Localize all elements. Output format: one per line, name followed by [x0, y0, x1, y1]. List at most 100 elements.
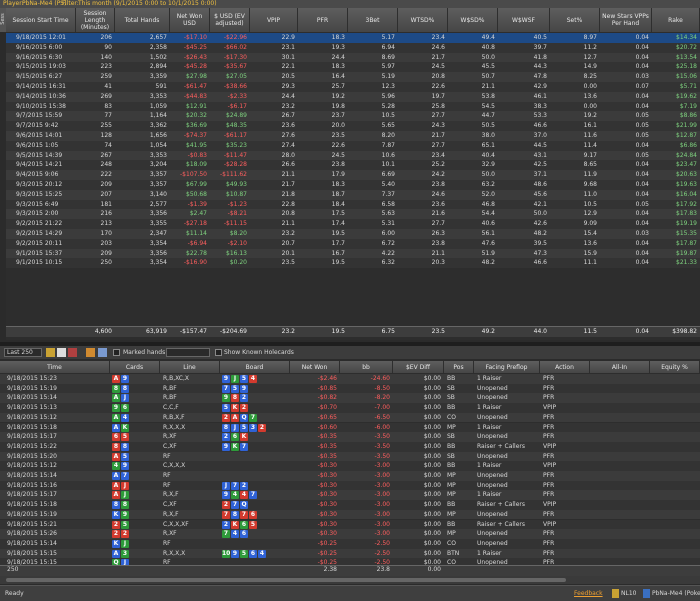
session-row[interactable] [6, 91, 700, 102]
hand-number: $0.00 [423, 472, 441, 479]
scrollbar[interactable] [0, 576, 700, 584]
session-cell: 17.4 [331, 220, 345, 228]
hand-text: VPIP [543, 404, 557, 412]
hand-row[interactable] [0, 393, 700, 404]
marked-dropdown[interactable] [166, 348, 210, 357]
column-header[interactable]: Cards [110, 361, 160, 373]
column-header[interactable]: WTSD% [398, 8, 448, 32]
filter-button[interactable] [68, 348, 77, 357]
column-header[interactable]: W$WSF [498, 8, 550, 32]
column-header[interactable]: Session Length (Minutes) [76, 8, 115, 32]
hand-number: -$0.30 [317, 491, 337, 499]
column-header[interactable]: All-In [590, 361, 650, 373]
hand-row[interactable] [0, 500, 700, 510]
cards-button[interactable] [57, 348, 66, 357]
session-row[interactable] [6, 189, 700, 200]
column-header[interactable]: Set% [550, 8, 600, 32]
column-header[interactable]: Session Start Time [6, 8, 76, 32]
session-row[interactable] [6, 82, 700, 92]
hands-total: 2.38 [323, 566, 337, 573]
side-tab[interactable]: Sess [0, 8, 6, 32]
column-header[interactable]: VPIP [250, 8, 298, 32]
session-cell: $18.09 [186, 161, 207, 169]
session-row[interactable] [6, 111, 700, 122]
column-header[interactable]: Line [160, 361, 220, 373]
hand-row[interactable] [0, 403, 700, 413]
session-cell: 9/7/2015 15:59 [16, 112, 63, 120]
nav-button[interactable] [46, 348, 55, 357]
hand-row[interactable] [0, 441, 700, 452]
column-header[interactable]: New Stars VPPs Per Hand [600, 8, 652, 32]
hand-row[interactable] [0, 529, 700, 539]
hand-text: Unopened [477, 472, 508, 479]
hand-row[interactable] [0, 548, 700, 559]
column-header[interactable]: Pos [444, 361, 474, 373]
session-row[interactable] [6, 170, 700, 180]
known-checkbox[interactable] [215, 349, 222, 356]
column-header[interactable]: Action [540, 361, 590, 373]
column-header[interactable]: PFR [298, 8, 348, 32]
session-row[interactable] [6, 219, 700, 229]
stats-button[interactable] [86, 348, 95, 357]
scrollbar-thumb[interactable] [6, 578, 566, 582]
column-header[interactable]: W$SD% [448, 8, 498, 32]
marked-checkbox[interactable] [113, 349, 120, 356]
session-row[interactable] [6, 180, 700, 190]
range-dropdown[interactable]: Last 250 [4, 348, 42, 357]
column-header[interactable]: $EV Diff [393, 361, 444, 373]
hand-row[interactable] [0, 451, 700, 462]
card: 9 [240, 384, 248, 393]
column-header[interactable]: Time [0, 361, 110, 373]
session-row[interactable] [6, 160, 700, 171]
hand-row[interactable] [0, 509, 700, 520]
session-cell: 19.7 [431, 92, 445, 100]
hand-row[interactable] [0, 374, 700, 384]
session-row[interactable] [6, 42, 700, 53]
report-button[interactable] [98, 348, 107, 357]
column-header[interactable]: Board [220, 361, 290, 373]
hand-row[interactable] [0, 558, 700, 568]
hand-row[interactable] [0, 461, 700, 471]
feedback-link[interactable]: Feedback [574, 590, 603, 597]
session-cell: $12.91 [186, 102, 207, 110]
session-cell: 206 [100, 34, 112, 41]
column-header[interactable]: Rake [652, 8, 700, 32]
session-row[interactable] [6, 131, 700, 141]
hand-row[interactable] [0, 480, 700, 491]
session-row[interactable] [6, 52, 700, 63]
session-row[interactable] [6, 199, 700, 210]
hand-row[interactable] [0, 490, 700, 501]
hand-row[interactable] [0, 538, 700, 549]
hand-number: $0.00 [423, 423, 441, 431]
hand-row[interactable] [0, 471, 700, 481]
session-row[interactable] [6, 101, 700, 112]
session-row[interactable] [6, 62, 700, 73]
session-row[interactable] [6, 258, 700, 269]
column-header[interactable]: 3Bet [348, 8, 398, 32]
session-row[interactable] [6, 209, 700, 220]
session-row[interactable] [6, 238, 700, 249]
hand-row[interactable] [0, 412, 700, 423]
column-header[interactable]: Total Hands [115, 8, 170, 32]
hand-text: CO [447, 559, 456, 567]
session-row[interactable] [6, 229, 700, 239]
hand-row[interactable] [0, 519, 700, 530]
column-header[interactable]: Net Won [290, 361, 340, 373]
session-row[interactable] [6, 140, 700, 151]
session-cell: 5.65 [381, 122, 395, 130]
hand-row[interactable] [0, 422, 700, 433]
session-row[interactable] [6, 248, 700, 259]
column-header[interactable]: bb [340, 361, 393, 373]
column-header[interactable]: Net Won USD [170, 8, 210, 32]
card: 9 [222, 442, 230, 451]
hand-row[interactable] [0, 432, 700, 442]
hand-row[interactable] [0, 383, 700, 394]
column-header[interactable]: Facing Preflop [474, 361, 540, 373]
column-header[interactable]: $ USD (EV adjusted) [210, 8, 250, 32]
session-row[interactable] [6, 33, 700, 43]
session-row[interactable] [6, 72, 700, 82]
session-row[interactable] [6, 121, 700, 131]
session-row[interactable] [6, 150, 700, 161]
column-header[interactable]: Equity % [650, 361, 700, 373]
session-cell: 0.00 [583, 102, 597, 110]
